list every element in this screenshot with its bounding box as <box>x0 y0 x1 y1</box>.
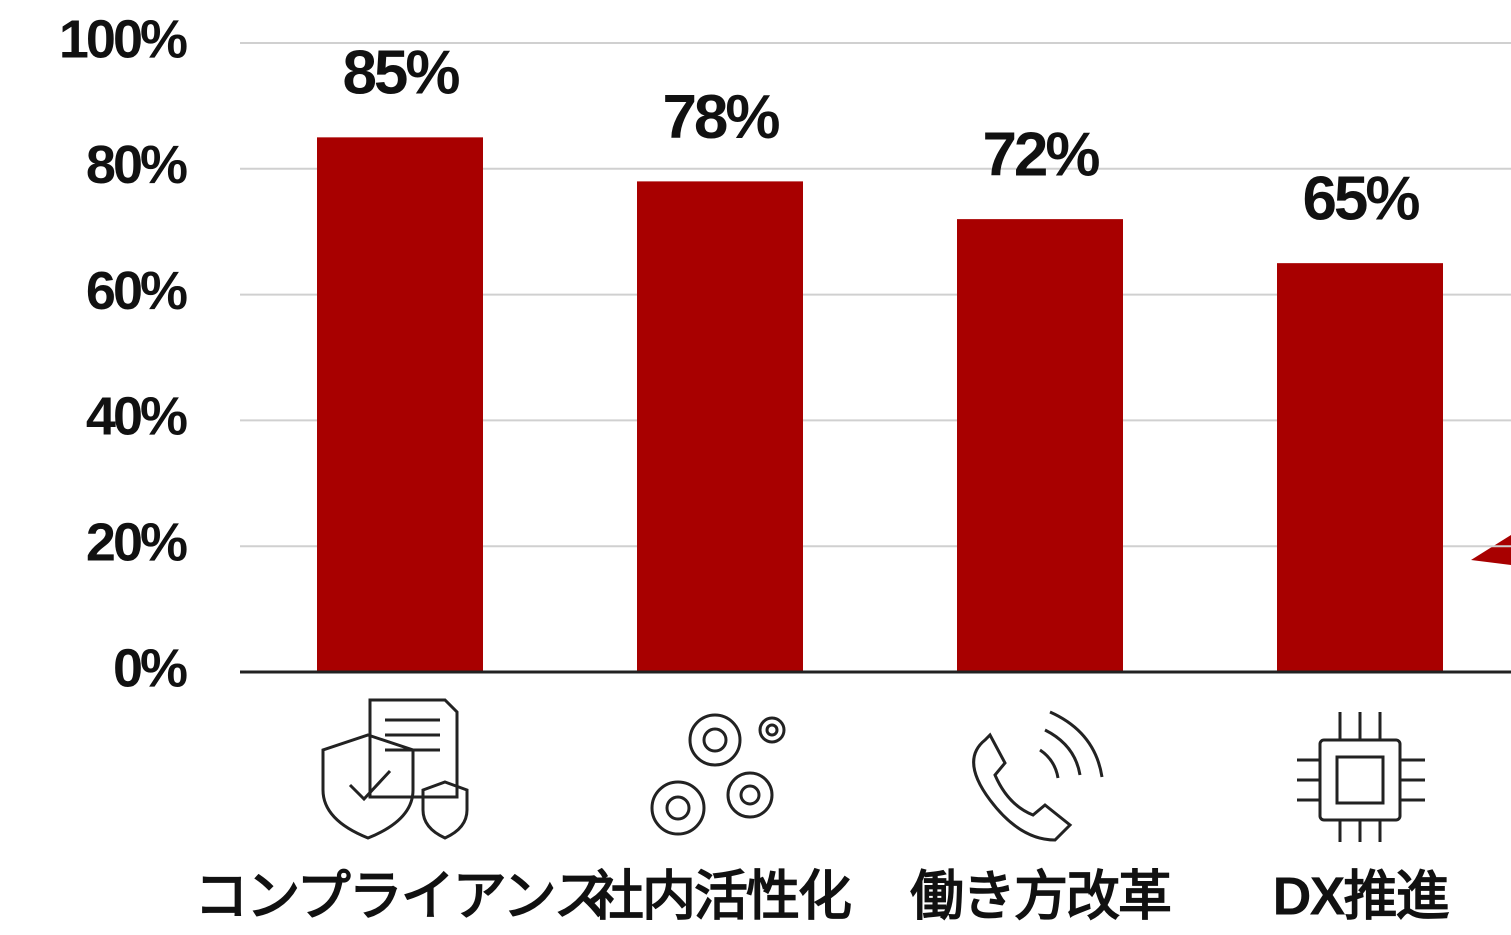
bar <box>957 219 1123 672</box>
data-label: 65% <box>1302 165 1419 234</box>
arrow-fragment <box>1471 535 1511 565</box>
y-tick-label: 0% <box>113 638 187 698</box>
icon-gears <box>650 713 786 836</box>
y-tick-label: 80% <box>86 135 187 195</box>
bar <box>637 181 803 672</box>
icon-phone <box>972 710 1104 842</box>
data-label: 85% <box>342 39 459 108</box>
y-tick-label: 100% <box>59 9 187 69</box>
x-tick-label: DX推進 <box>1272 866 1449 926</box>
icon-compliance <box>321 698 469 840</box>
y-tick-label: 40% <box>86 387 187 447</box>
y-tick-label: 60% <box>86 261 187 321</box>
y-tick-label: 20% <box>86 512 187 572</box>
x-tick-label: コンプライアンス <box>194 866 605 926</box>
x-tick-label: 社内活性化 <box>590 866 851 926</box>
bar <box>317 137 483 673</box>
x-tick-label: 働き方改革 <box>910 866 1171 926</box>
icon-chip <box>1297 712 1425 842</box>
data-label: 78% <box>662 83 779 152</box>
bar <box>1277 263 1443 672</box>
data-label: 72% <box>982 120 1099 189</box>
